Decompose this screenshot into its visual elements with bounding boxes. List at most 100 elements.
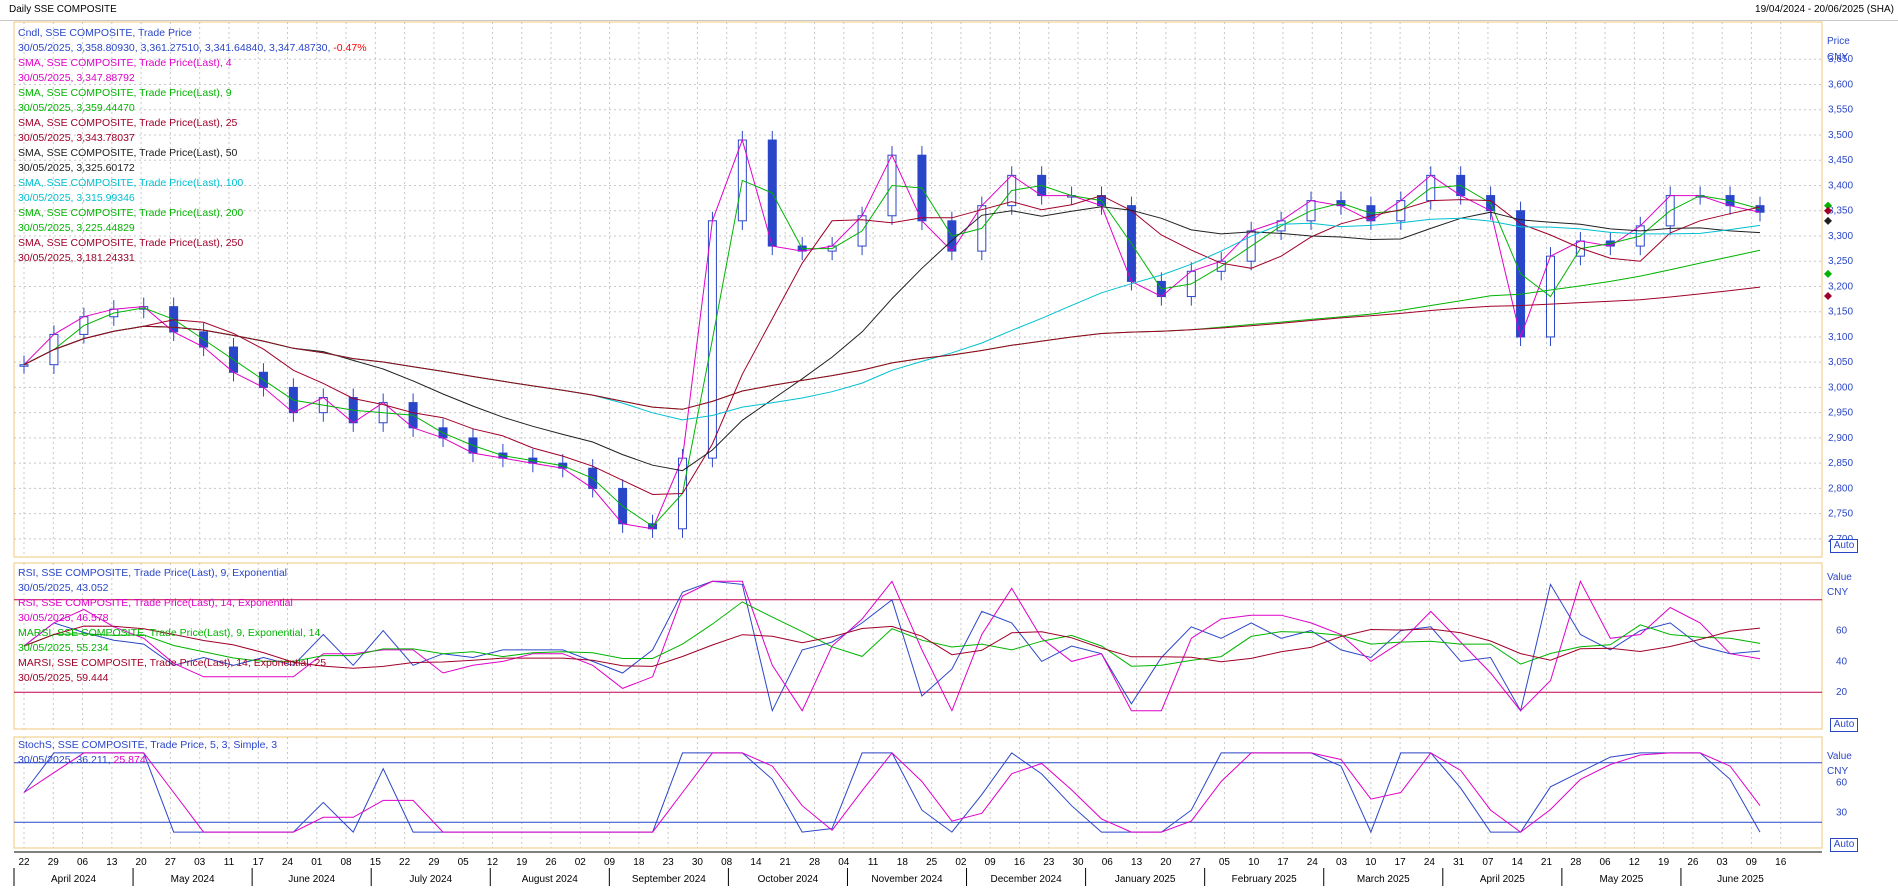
price-auto-button[interactable]: Auto	[1830, 539, 1858, 553]
x-tick-label: 02	[575, 857, 587, 868]
legend-text: 30/05/2025, 3,343.78037	[18, 132, 135, 144]
x-tick-label: 05	[1219, 857, 1231, 868]
x-tick-label: 19	[516, 857, 528, 868]
legend-text: RSI, SSE COMPOSITE, Trade Price(Last), 1…	[18, 597, 293, 609]
legend-entry: SMA, SSE COMPOSITE, Trade Price(Last), 2…	[18, 206, 367, 221]
legend-entry: 30/05/2025, 55.234	[18, 641, 326, 656]
legend-entry: 30/05/2025, 43.052	[18, 581, 326, 596]
sma-200-line	[23, 249, 1761, 410]
legend-text: SMA, SSE COMPOSITE, Trade Price(Last), 4	[18, 57, 232, 69]
legend-text: SMA, SSE COMPOSITE, Trade Price(Last), 5…	[18, 147, 238, 159]
x-tick-label: 11	[224, 857, 235, 868]
x-tick-label: 12	[1629, 857, 1641, 868]
price-tick-label: 3,100	[1828, 332, 1853, 343]
legend-text: 30/05/2025, 43.052	[18, 582, 109, 594]
price-tick-label: 3,000	[1828, 382, 1853, 393]
x-tick-label: 06	[1599, 857, 1611, 868]
x-tick-label: 06	[77, 857, 89, 868]
legend-entry: 30/05/2025, 3,343.78037	[18, 131, 367, 146]
rsi-axis-title: Value	[1827, 572, 1852, 583]
rsi-plot	[14, 579, 1822, 713]
x-tick-label: 11	[868, 857, 879, 868]
rsi-auto-button[interactable]: Auto	[1830, 718, 1858, 732]
price-axis-marker	[1824, 292, 1832, 301]
x-tick-label: 23	[663, 857, 675, 868]
x-tick-label: 20	[1160, 857, 1172, 868]
legend-entry: SMA, SSE COMPOSITE, Trade Price(Last), 1…	[18, 176, 367, 191]
legend-entry: 30/05/2025, 3,359.44470	[18, 101, 367, 116]
legend-entry: SMA, SSE COMPOSITE, Trade Price(Last), 4	[18, 56, 367, 71]
legend-text: MARSI, SSE COMPOSITE, Trade Price(Last),…	[18, 627, 321, 639]
x-tick-label: 17	[253, 857, 265, 868]
month-label: September 2024	[632, 874, 706, 885]
month-label: May 2024	[171, 874, 215, 885]
legend-text: 30/05/2025, 55.234	[18, 642, 109, 654]
x-tick-label: 10	[1248, 857, 1260, 868]
month-label: January 2025	[1115, 874, 1176, 885]
legend-text: SMA, SSE COMPOSITE, Trade Price(Last), 2…	[18, 237, 244, 249]
x-tick-label: 27	[1190, 857, 1202, 868]
price-tick-label: 3,300	[1828, 231, 1853, 242]
legend-entry: 30/05/2025, 59.444	[18, 671, 326, 686]
sma-9-line	[23, 179, 1761, 527]
legend-text: 30/05/2025, 3,315.99346	[18, 192, 135, 204]
date-range: 19/04/2024 - 20/06/2025 (SHA)	[1755, 4, 1894, 15]
x-tick-label: 15	[370, 857, 382, 868]
stoch-legend: StochS, SSE COMPOSITE, Trade Price, 5, 3…	[18, 738, 277, 768]
legend-text: 30/05/2025, 36.211,	[18, 754, 111, 766]
stoch-tick-label: 30	[1836, 807, 1848, 818]
x-tick-label: 12	[487, 857, 499, 868]
rsi-tick-label: 60	[1836, 626, 1848, 637]
x-tick-label: 26	[1687, 857, 1699, 868]
legend-entry: 30/05/2025, 46.578	[18, 611, 326, 626]
legend-text: 30/05/2025, 59.444	[18, 672, 109, 684]
month-label: December 2024	[990, 874, 1062, 885]
month-label: July 2024	[409, 874, 452, 885]
x-tick-label: 21	[780, 857, 792, 868]
x-tick-label: 24	[1307, 857, 1319, 868]
x-tick-label: 25	[926, 857, 938, 868]
price-legend: Cndl, SSE COMPOSITE, Trade Price 30/05/20…	[18, 26, 367, 266]
stoch-axis-title: Value	[1827, 751, 1852, 762]
stoch-auto-button[interactable]: Auto	[1830, 838, 1858, 852]
x-tick-label: 03	[1336, 857, 1348, 868]
legend-entry: RSI, SSE COMPOSITE, Trade Price(Last), 1…	[18, 596, 326, 611]
x-tick-label: 29	[48, 857, 60, 868]
x-tick-label: 18	[633, 857, 645, 868]
stoch-d-line	[23, 752, 1761, 833]
legend-entry: Cndl, SSE COMPOSITE, Trade Price	[18, 26, 367, 41]
stoch-k-line	[23, 752, 1761, 834]
x-tick-label: 09	[985, 857, 997, 868]
x-tick-label: 03	[194, 857, 206, 868]
x-tick-label: 16	[1014, 857, 1026, 868]
legend-entry: 30/05/2025, 3,315.99346	[18, 191, 367, 206]
legend-entry: 30/05/2025, 3,358.80930, 3,361.27510, 3,…	[18, 41, 367, 56]
legend-text: 30/05/2025, 3,225.44829	[18, 222, 135, 234]
marsi-14-line	[23, 625, 1761, 669]
price-axis-marker	[1824, 269, 1832, 278]
month-label: June 2024	[288, 874, 335, 885]
legend-text: 30/05/2025, 3,347.88792	[18, 72, 135, 84]
rsi-panel-frame	[13, 562, 1823, 730]
x-tick-label: 02	[955, 857, 967, 868]
legend-entry: MARSI, SSE COMPOSITE, Trade Price(Last),…	[18, 656, 326, 671]
x-tick-label: 13	[1131, 857, 1143, 868]
price-tick-label: 2,800	[1828, 483, 1853, 494]
legend-entry: SMA, SSE COMPOSITE, Trade Price(Last), 2…	[18, 116, 367, 131]
legend-text: SMA, SSE COMPOSITE, Trade Price(Last), 2…	[18, 117, 238, 129]
x-tick-label: 01	[311, 857, 323, 868]
price-tick-label: 3,200	[1828, 281, 1853, 292]
stoch-axis-unit: CNY	[1827, 766, 1849, 777]
x-tick-label: 24	[1424, 857, 1436, 868]
x-tick-label: 03	[1717, 857, 1729, 868]
month-label: April 2024	[51, 874, 96, 885]
x-tick-label: 30	[1072, 857, 1084, 868]
x-tick-label: 08	[721, 857, 733, 868]
x-tick-label: 24	[282, 857, 294, 868]
x-tick-label: 10	[1365, 857, 1377, 868]
price-tick-label: 2,950	[1828, 408, 1853, 419]
x-tick-label: 05	[458, 857, 470, 868]
price-tick-label: 2,850	[1828, 458, 1853, 469]
legend-entry: 30/05/2025, 3,325.60172	[18, 161, 367, 176]
